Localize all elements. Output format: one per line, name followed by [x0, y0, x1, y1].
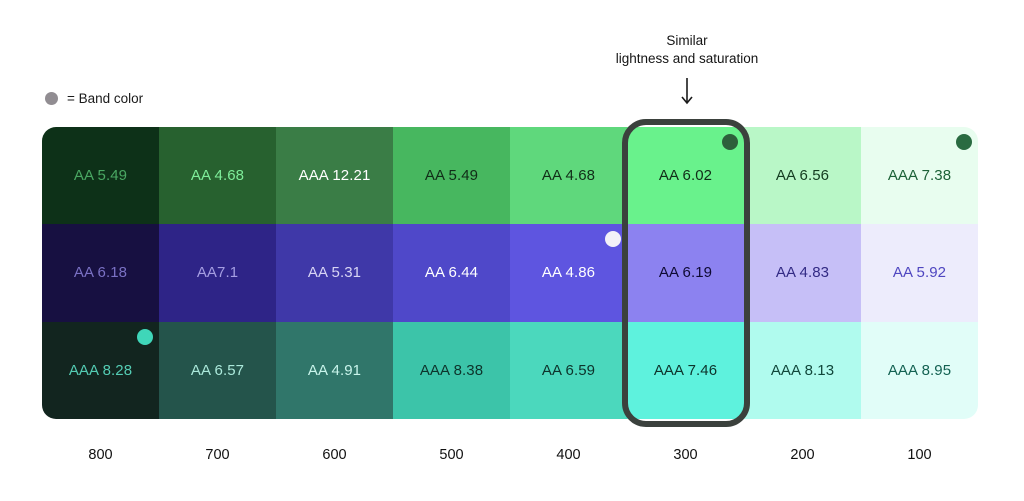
contrast-ratio-label: AAA 8.95	[887, 361, 952, 379]
contrast-ratio-label: AA 6.18	[73, 264, 128, 282]
scale-label-800: 800	[88, 447, 113, 463]
contrast-ratio-label: AA 5.31	[307, 264, 362, 282]
scale-label-700: 700	[205, 447, 230, 463]
swatch-purple-500: AA 6.44	[393, 224, 510, 322]
contrast-ratio-label: AAA 8.13	[770, 361, 835, 379]
band-color-dot-icon	[137, 328, 153, 345]
swatch-teal-100: AAA 8.95	[861, 321, 978, 419]
palette-grid: AA 5.49 AA 4.68 AAA 12.21 AA 5.49 AA 4.68 AA …	[42, 127, 978, 419]
swatch-purple-400: AA 4.86	[510, 224, 627, 322]
contrast-ratio-label: AA 6.57	[190, 361, 245, 379]
contrast-ratio-label: AA 6.44	[424, 264, 479, 282]
swatch-teal-400: AA 6.59	[510, 321, 627, 419]
contrast-ratio-label: AA 5.49	[73, 167, 128, 185]
contrast-ratio-label: AA 4.68	[541, 167, 596, 185]
swatch-green-400: AA 4.68	[510, 127, 627, 225]
swatch-green-800: AA 5.49	[42, 127, 159, 225]
contrast-ratio-label: AA 6.19	[658, 264, 713, 282]
legend-label: = Band color	[67, 91, 144, 106]
contrast-ratio-label: AA7.1	[196, 264, 239, 282]
swatch-purple-100: AA 5.92	[861, 224, 978, 322]
scale-labels: 800 700 600 500 400 300 200 100	[42, 447, 978, 463]
swatch-green-100: AAA 7.38	[861, 127, 978, 225]
scale-label-500: 500	[439, 447, 464, 463]
swatch-teal-500: AAA 8.38	[393, 321, 510, 419]
contrast-ratio-label: AA 4.91	[307, 361, 362, 379]
scale-label-600: 600	[322, 447, 347, 463]
scale-label-100: 100	[907, 447, 932, 463]
contrast-ratio-label: AAA 12.21	[298, 167, 371, 185]
swatch-green-300: AA 6.02	[627, 127, 744, 225]
swatch-teal-200: AAA 8.13	[744, 321, 861, 419]
swatch-green-600: AAA 12.21	[276, 127, 393, 225]
swatch-teal-700: AA 6.57	[159, 321, 276, 419]
swatch-green-500: AA 5.49	[393, 127, 510, 225]
swatch-green-200: AA 6.56	[744, 127, 861, 225]
band-color-legend: = Band color	[45, 91, 143, 106]
annotation-similar-lightness: Similar lightness and saturation	[560, 32, 814, 68]
band-color-dot-icon	[956, 134, 972, 150]
annotation-line-1: Similar	[666, 33, 708, 48]
swatch-purple-300: AA 6.19	[627, 224, 744, 322]
contrast-ratio-label: AA 4.86	[541, 264, 596, 282]
down-arrow-icon	[681, 78, 693, 105]
contrast-ratio-label: AA 6.56	[775, 167, 830, 185]
contrast-ratio-label: AA 6.59	[541, 361, 596, 379]
contrast-ratio-label: AAA 8.28	[68, 361, 133, 379]
swatch-teal-800: AAA 8.28	[42, 321, 159, 419]
scale-label-200: 200	[790, 447, 815, 463]
swatch-purple-800: AA 6.18	[42, 224, 159, 322]
swatch-teal-600: AA 4.91	[276, 321, 393, 419]
scale-label-400: 400	[556, 447, 581, 463]
band-color-dot-icon	[722, 134, 738, 150]
swatch-purple-200: AA 4.83	[744, 224, 861, 322]
swatch-teal-300: AAA 7.46	[627, 321, 744, 419]
contrast-ratio-label: AA 4.68	[190, 167, 245, 185]
swatch-green-700: AA 4.68	[159, 127, 276, 225]
contrast-ratio-label: AAA 8.38	[419, 361, 484, 379]
swatch-purple-600: AA 5.31	[276, 224, 393, 322]
scale-label-300: 300	[673, 447, 698, 463]
swatch-purple-700: AA7.1	[159, 224, 276, 322]
contrast-ratio-label: AA 6.02	[658, 167, 713, 185]
band-color-dot-icon	[45, 92, 58, 105]
annotation-line-2: lightness and saturation	[615, 51, 759, 66]
contrast-ratio-label: AA 4.83	[775, 264, 830, 282]
band-color-dot-icon	[605, 231, 621, 248]
contrast-ratio-label: AAA 7.46	[653, 361, 718, 379]
contrast-ratio-label: AAA 7.38	[887, 167, 952, 185]
contrast-ratio-label: AA 5.49	[424, 167, 479, 185]
contrast-ratio-label: AA 5.92	[892, 264, 947, 282]
